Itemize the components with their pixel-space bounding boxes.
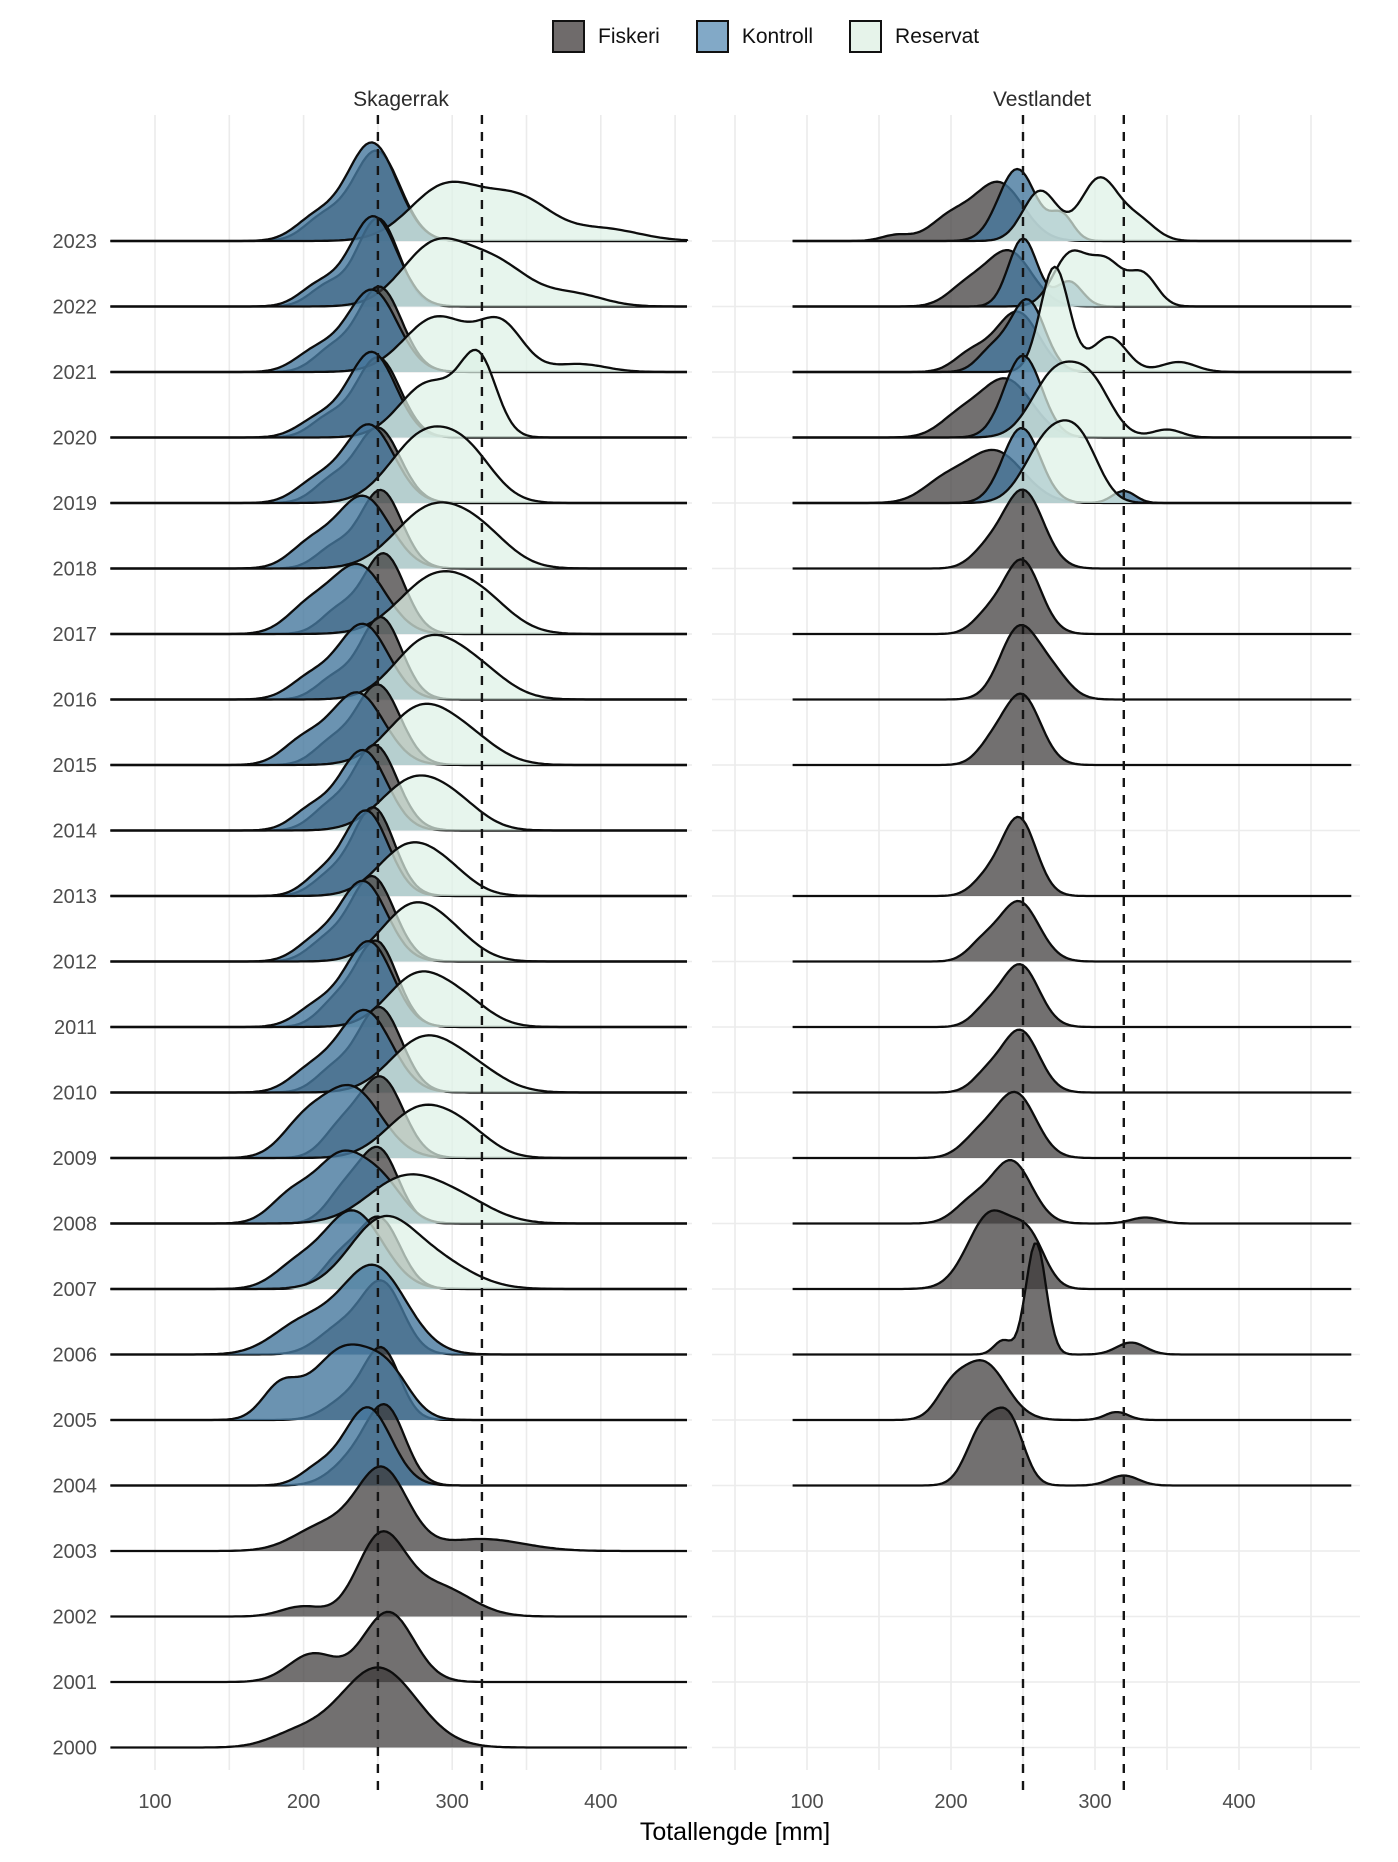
year-label-2017: 2017 bbox=[53, 624, 98, 646]
density-curve-vestlandet-2008-fiskeri bbox=[792, 1159, 1352, 1225]
density-curve-skagerrak-2007-reservat bbox=[110, 1214, 687, 1291]
density-curve-skagerrak-2022-reservat bbox=[110, 237, 687, 308]
density-curve-skagerrak-2009-reservat bbox=[110, 1103, 687, 1160]
legend-item-fiskeri: Fiskeri bbox=[552, 20, 660, 53]
density-curve-vestlandet-2021-reservat bbox=[792, 265, 1352, 374]
density-curve-vestlandet-2011-fiskeri bbox=[792, 963, 1352, 1029]
density-curve-vestlandet-2012-fiskeri bbox=[792, 899, 1352, 963]
year-label-2016: 2016 bbox=[53, 690, 98, 712]
year-label-2014: 2014 bbox=[53, 821, 98, 843]
year-label-2010: 2010 bbox=[53, 1083, 98, 1105]
year-label-2022: 2022 bbox=[53, 297, 98, 319]
year-label-2021: 2021 bbox=[53, 362, 98, 384]
density-curve-skagerrak-2011-reservat bbox=[110, 970, 687, 1029]
density-curve-vestlandet-2019-reservat bbox=[792, 419, 1352, 505]
density-curve-vestlandet-2017-fiskeri bbox=[792, 558, 1352, 636]
legend-label-kontroll: Kontroll bbox=[741, 24, 814, 48]
density-curve-vestlandet-2004-fiskeri bbox=[792, 1406, 1352, 1487]
density-curve-skagerrak-2003-fiskeri bbox=[110, 1465, 687, 1553]
density-curve-vestlandet-2022-reservat bbox=[792, 249, 1352, 308]
x-tick-label-skagerrak-100: 100 bbox=[138, 1791, 171, 1813]
density-curve-skagerrak-2001-fiskeri bbox=[110, 1610, 687, 1684]
density-curve-vestlandet-2007-fiskeri bbox=[792, 1209, 1352, 1291]
year-label-2004: 2004 bbox=[53, 1476, 98, 1498]
density-curve-vestlandet-2010-fiskeri bbox=[792, 1028, 1352, 1094]
density-curve-skagerrak-2013-reservat bbox=[110, 841, 687, 898]
density-curve-skagerrak-2016-reservat bbox=[110, 633, 687, 701]
density-curve-skagerrak-2004-kontroll bbox=[110, 1406, 687, 1487]
x-tick-label-vestlandet-200: 200 bbox=[934, 1791, 967, 1813]
density-curve-vestlandet-2016-fiskeri bbox=[792, 623, 1352, 701]
density-curve-vestlandet-2020-reservat bbox=[792, 360, 1352, 439]
year-label-2013: 2013 bbox=[53, 886, 98, 908]
year-label-2007: 2007 bbox=[53, 1279, 98, 1301]
year-label-2012: 2012 bbox=[53, 952, 98, 974]
x-tick-label-skagerrak-200: 200 bbox=[287, 1791, 320, 1813]
density-curve-vestlandet-2005-fiskeri bbox=[792, 1359, 1352, 1422]
density-curve-skagerrak-2014-reservat bbox=[110, 774, 687, 832]
x-tick-label-skagerrak-300: 300 bbox=[436, 1791, 469, 1813]
density-curve-vestlandet-2023-reservat bbox=[792, 176, 1352, 243]
density-curve-skagerrak-2008-reservat bbox=[110, 1173, 687, 1225]
year-label-2018: 2018 bbox=[53, 559, 98, 581]
year-label-2015: 2015 bbox=[53, 755, 98, 777]
density-curve-skagerrak-2021-reservat bbox=[110, 315, 687, 374]
density-curve-vestlandet-2015-fiskeri bbox=[792, 692, 1352, 767]
x-tick-label-vestlandet-100: 100 bbox=[790, 1791, 823, 1813]
density-curve-vestlandet-2006-fiskeri bbox=[792, 1242, 1352, 1356]
fiskeri-swatch-icon bbox=[552, 20, 585, 53]
x-axis-title: Totallengde [mm] bbox=[639, 1818, 831, 1846]
density-curve-skagerrak-2018-reservat bbox=[110, 501, 687, 570]
density-curve-vestlandet-2013-fiskeri bbox=[792, 815, 1352, 898]
legend-item-kontroll: Kontroll bbox=[695, 20, 814, 53]
density-curve-skagerrak-2023-reservat bbox=[110, 180, 689, 243]
density-curve-skagerrak-2000-fiskeri bbox=[110, 1666, 687, 1749]
x-tick-label-skagerrak-400: 400 bbox=[584, 1791, 617, 1813]
legend-label-fiskeri: Fiskeri bbox=[598, 24, 660, 48]
year-label-2003: 2003 bbox=[53, 1541, 98, 1563]
legend: Fiskeri Kontroll Reservat bbox=[552, 20, 979, 53]
reservat-swatch-icon bbox=[849, 20, 883, 53]
density-curve-skagerrak-2020-reservat bbox=[110, 348, 687, 439]
density-curve-skagerrak-2002-fiskeri bbox=[110, 1530, 687, 1618]
density-curve-skagerrak-2006-kontroll bbox=[110, 1263, 687, 1356]
year-label-2005: 2005 bbox=[53, 1410, 98, 1432]
facet-title-vestlandet: Vestlandet bbox=[992, 88, 1092, 111]
density-curve-skagerrak-2012-reservat bbox=[110, 901, 687, 963]
density-curves bbox=[110, 141, 1352, 1749]
density-curve-skagerrak-2017-reservat bbox=[110, 570, 687, 636]
year-label-2006: 2006 bbox=[53, 1345, 98, 1367]
legend-item-reservat: Reservat bbox=[849, 20, 979, 53]
legend-label-reservat: Reservat bbox=[895, 24, 980, 48]
year-label-2011: 2011 bbox=[54, 1017, 97, 1039]
facet-title-skagerrak: Skagerrak bbox=[353, 88, 449, 111]
density-curve-skagerrak-2010-reservat bbox=[110, 1034, 687, 1094]
reference-lines bbox=[376, 115, 1126, 1792]
year-label-2023: 2023 bbox=[53, 231, 98, 253]
density-curve-skagerrak-2019-reservat bbox=[110, 425, 687, 505]
x-tick-label-vestlandet-400: 400 bbox=[1222, 1791, 1255, 1813]
year-label-2001: 2001 bbox=[53, 1672, 98, 1694]
year-label-2008: 2008 bbox=[53, 1214, 98, 1236]
kontroll-swatch-icon bbox=[695, 20, 729, 53]
x-tick-label-vestlandet-300: 300 bbox=[1078, 1791, 1111, 1813]
year-label-2019: 2019 bbox=[53, 493, 98, 515]
year-label-2002: 2002 bbox=[53, 1607, 98, 1629]
axis-labels: 100 200 300 400 100 200 300 400 2023 2022 2021 2020… bbox=[53, 231, 1256, 1813]
density-curve-skagerrak-2015-reservat bbox=[110, 702, 687, 767]
density-curve-skagerrak-2005-kontroll bbox=[110, 1343, 687, 1422]
year-label-2009: 2009 bbox=[53, 1148, 98, 1170]
year-label-2000: 2000 bbox=[53, 1738, 98, 1760]
year-label-2020: 2020 bbox=[53, 428, 98, 450]
density-curve-vestlandet-2018-fiskeri bbox=[792, 488, 1352, 570]
density-curve-vestlandet-2009-fiskeri bbox=[792, 1090, 1352, 1160]
